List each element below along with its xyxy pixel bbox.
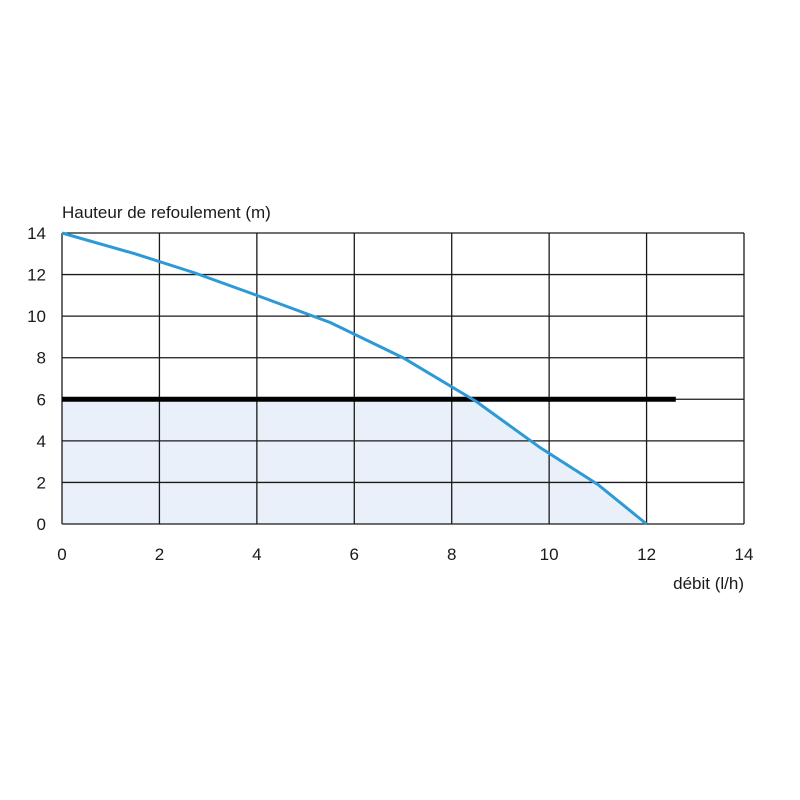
y-axis-label: Hauteur de refoulement (m) bbox=[62, 203, 271, 222]
y-tick-label: 0 bbox=[37, 515, 46, 534]
y-tick-label: 10 bbox=[27, 307, 46, 326]
x-tick-label: 6 bbox=[350, 545, 359, 564]
y-tick-label: 4 bbox=[37, 432, 46, 451]
x-tick-label: 0 bbox=[57, 545, 66, 564]
x-tick-label: 2 bbox=[155, 545, 164, 564]
x-tick-labels: 0 2 4 6 8 10 12 14 bbox=[57, 545, 753, 564]
x-tick-label: 10 bbox=[540, 545, 559, 564]
x-axis-label: débit (l/h) bbox=[673, 574, 744, 593]
y-tick-label: 8 bbox=[37, 349, 46, 368]
y-tick-label: 12 bbox=[27, 266, 46, 285]
series-line bbox=[61, 231, 648, 526]
y-tick-labels: 0 2 4 6 8 10 12 14 bbox=[27, 224, 46, 534]
x-tick-label: 14 bbox=[735, 545, 754, 564]
y-tick-label: 6 bbox=[37, 390, 46, 409]
y-tick-label: 2 bbox=[37, 473, 46, 492]
x-tick-label: 12 bbox=[637, 545, 656, 564]
y-tick-label: 14 bbox=[27, 224, 46, 243]
x-tick-label: 4 bbox=[252, 545, 261, 564]
x-tick-label: 8 bbox=[447, 545, 456, 564]
series-layer bbox=[61, 231, 648, 526]
